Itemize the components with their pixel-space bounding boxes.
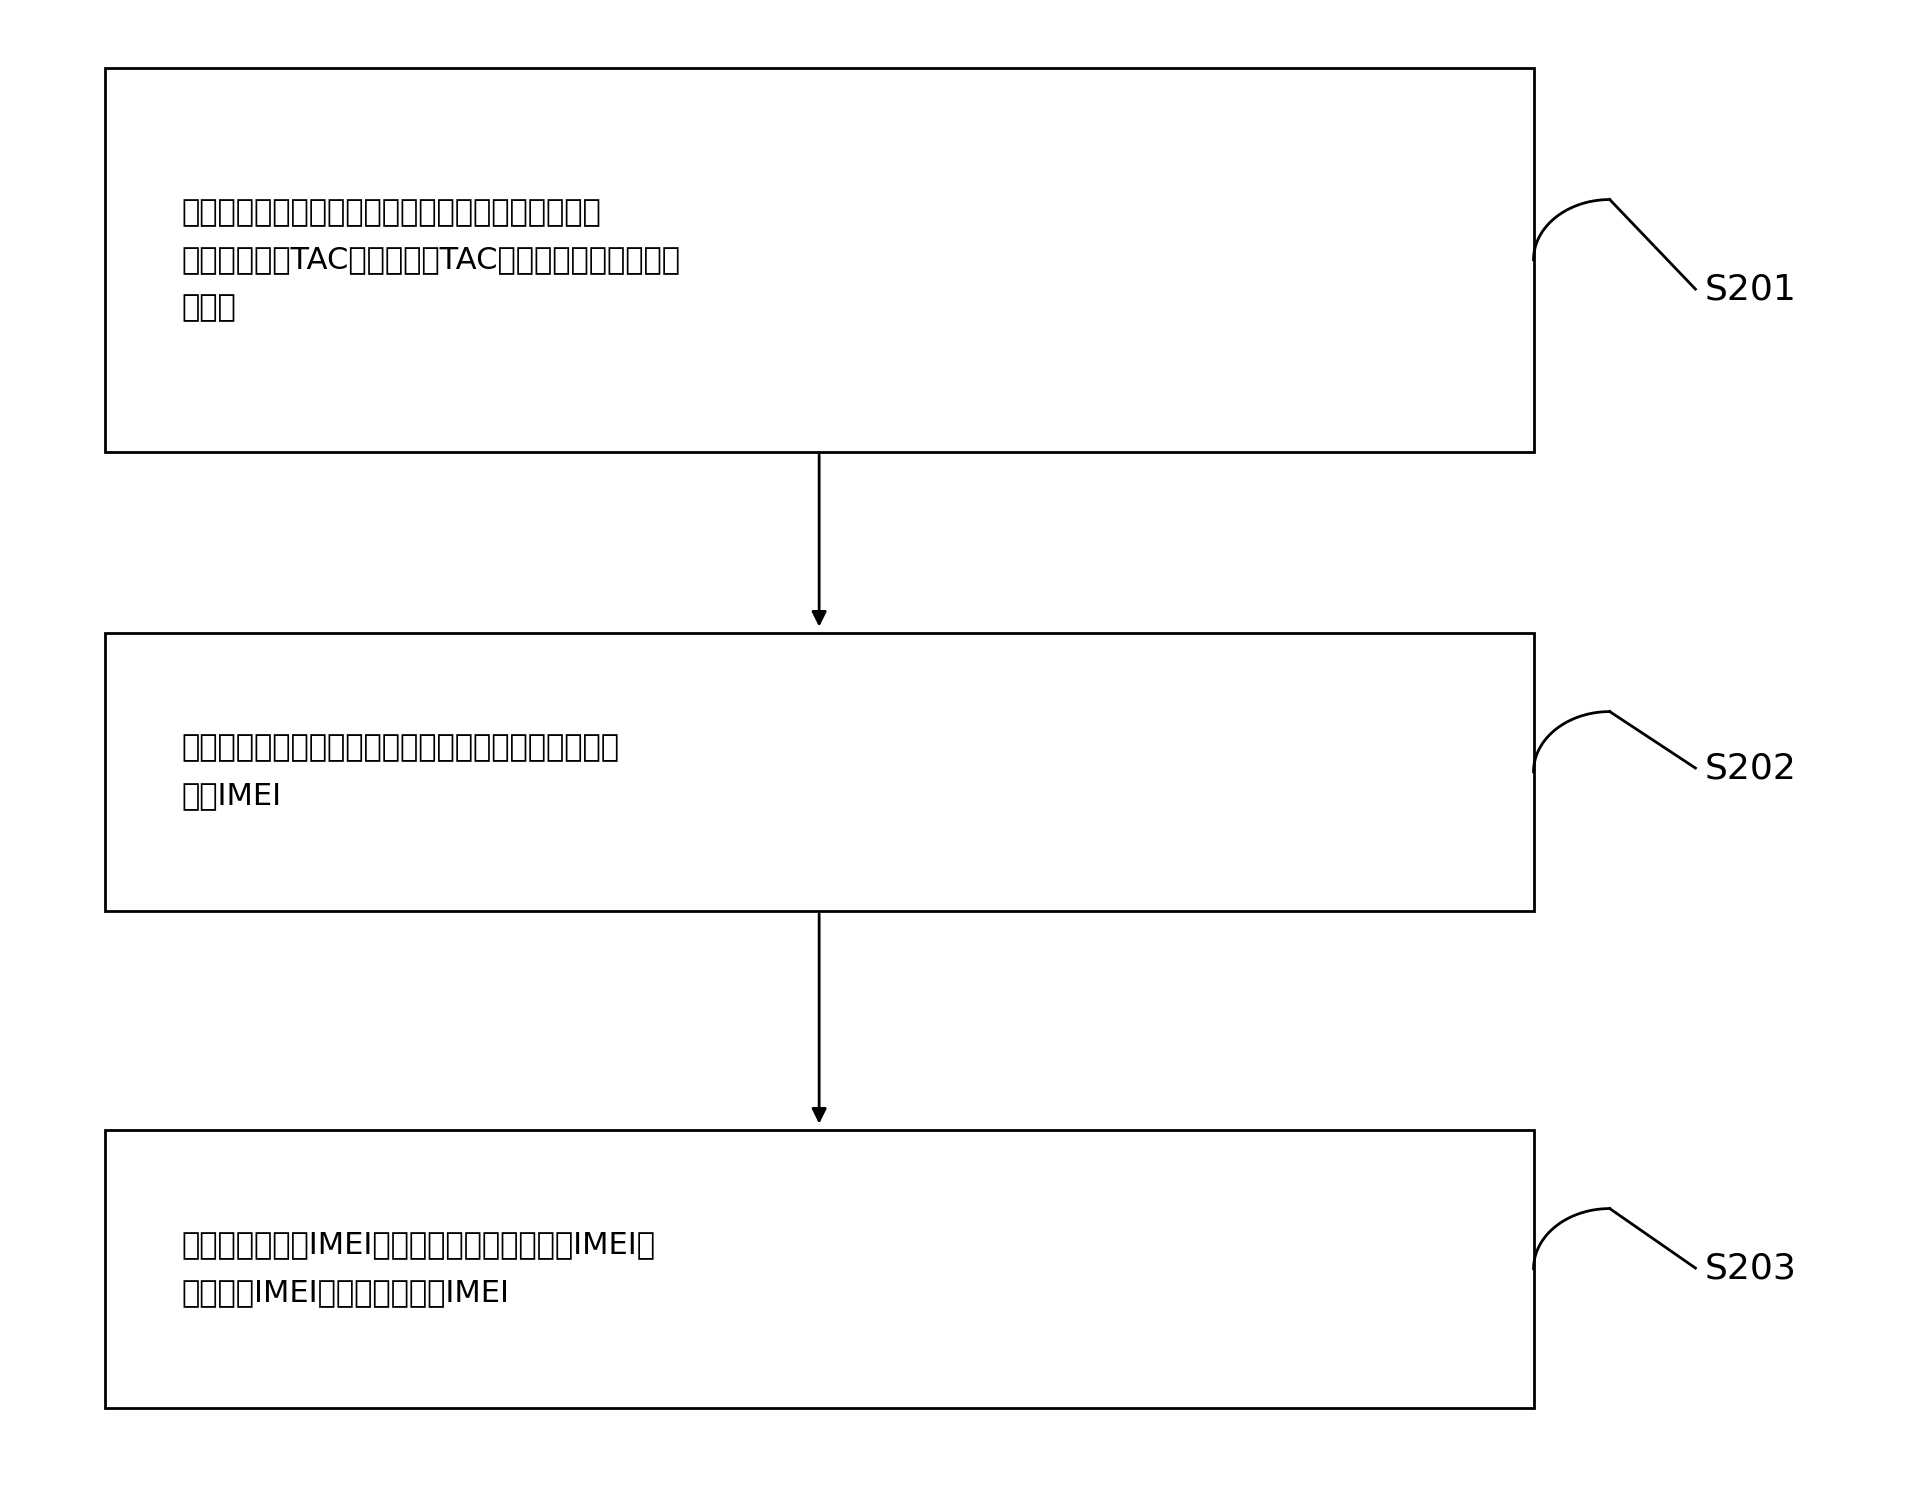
Text: S201: S201 xyxy=(1705,273,1796,306)
Bar xyxy=(105,1130,1534,1408)
Bar xyxy=(105,68,1534,452)
Text: S203: S203 xyxy=(1705,1251,1796,1285)
Text: 通过所述移动终端联网激活，获取所述移动终端的基
本类型分配码TAC，基于所述TAC确认所述移动终端的卡
槽状态: 通过所述移动终端联网激活，获取所述移动终端的基 本类型分配码TAC，基于所述TA… xyxy=(181,197,680,322)
Text: 根据预先设置的IMEI成对规则获取与所述第一IMEI成
对的第二IMEI，输出所述第二IMEI: 根据预先设置的IMEI成对规则获取与所述第一IMEI成 对的第二IMEI，输出所… xyxy=(181,1230,655,1307)
Text: 若所述卡槽状态为双卡状态，获取第一国际移动设备识
别码IMEI: 若所述卡槽状态为双卡状态，获取第一国际移动设备识 别码IMEI xyxy=(181,733,619,810)
Bar xyxy=(105,633,1534,911)
Text: S202: S202 xyxy=(1705,751,1796,785)
